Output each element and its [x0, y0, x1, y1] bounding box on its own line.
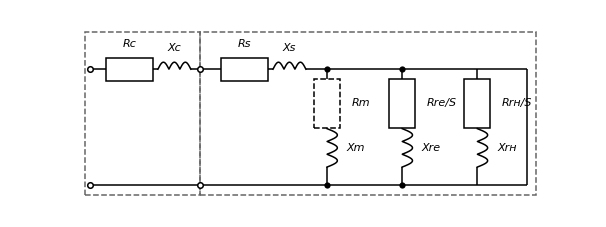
- Bar: [221, 58, 268, 81]
- Bar: [106, 58, 153, 81]
- Text: Rre/S: Rre/S: [427, 98, 457, 108]
- Text: Xre: Xre: [422, 143, 441, 153]
- Bar: [464, 79, 490, 128]
- Text: Xm: Xm: [347, 143, 365, 153]
- Text: Rrн/S: Rrн/S: [502, 98, 533, 108]
- Bar: [314, 79, 340, 128]
- Text: Xs: Xs: [283, 43, 296, 53]
- Text: Rm: Rm: [351, 98, 370, 108]
- Bar: [200, 32, 536, 195]
- Text: Xc: Xc: [167, 43, 181, 53]
- Bar: [85, 32, 200, 195]
- Text: Rs: Rs: [238, 39, 251, 49]
- Text: Rc: Rc: [123, 39, 137, 49]
- Text: Xrн: Xrн: [497, 143, 516, 153]
- Bar: [389, 79, 415, 128]
